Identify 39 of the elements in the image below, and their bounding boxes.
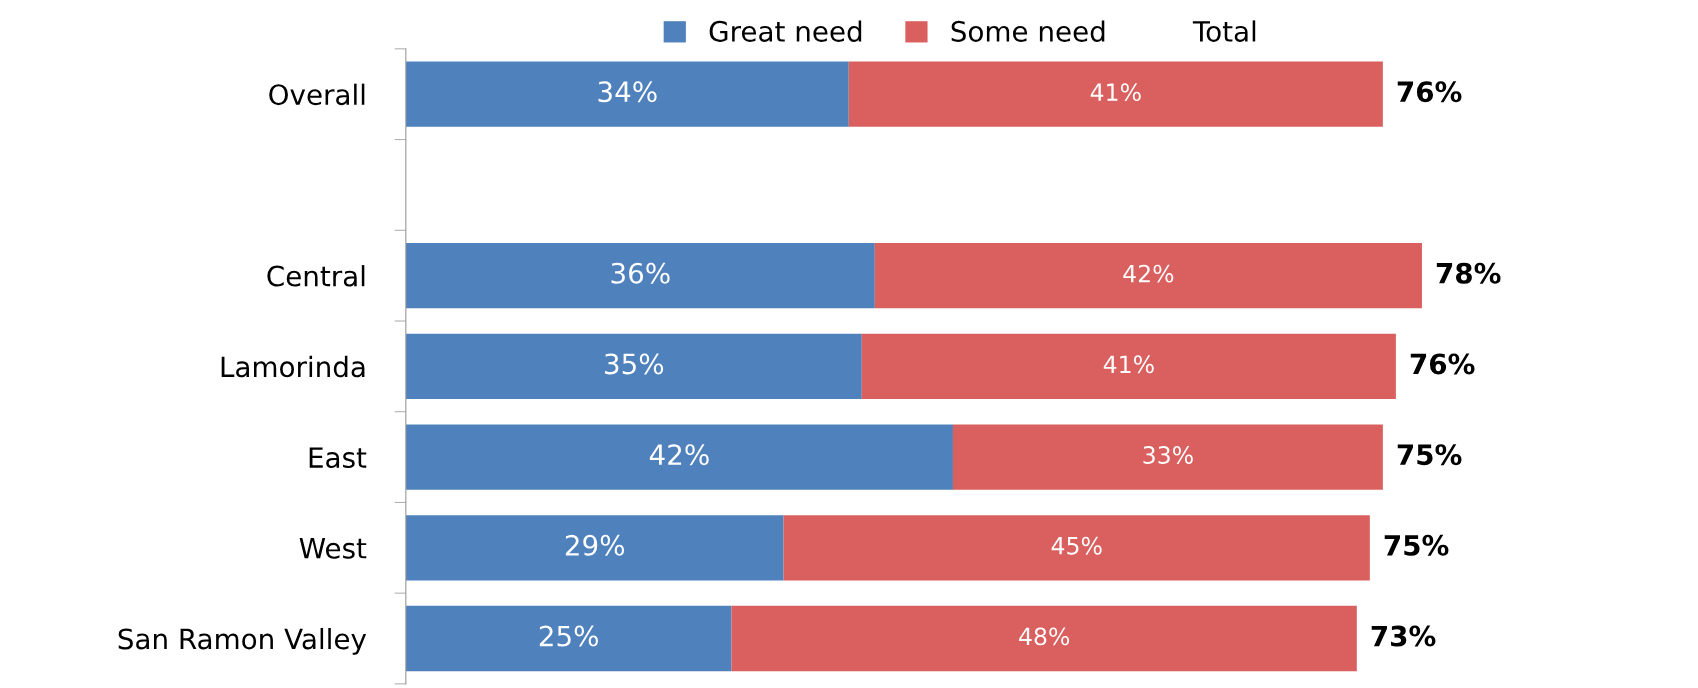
data-label: 33% xyxy=(1143,446,1193,464)
data-label: 41% xyxy=(1103,355,1154,374)
data-label: 41% xyxy=(1090,83,1141,102)
data-label: 29% xyxy=(565,534,625,556)
legend-label: Some need xyxy=(951,20,1105,42)
y-tick-label: Overall xyxy=(269,83,365,106)
data-label: 34% xyxy=(598,81,657,103)
legend-label: Great need xyxy=(709,20,862,42)
total-label: 78% xyxy=(1436,262,1501,284)
data-label: 35% xyxy=(605,353,664,375)
bar xyxy=(405,515,784,581)
y-tick-label: West xyxy=(299,538,367,559)
text: Total xyxy=(1192,20,1256,42)
data-label: 36% xyxy=(611,262,670,284)
bar xyxy=(405,61,849,127)
y-tick-label: San Ramon Valley xyxy=(118,627,367,655)
data-label: 42% xyxy=(649,444,709,466)
bar xyxy=(405,242,875,309)
data-label: 42% xyxy=(1123,264,1174,283)
total-label: 76% xyxy=(1410,353,1475,375)
data-label: 25% xyxy=(539,625,598,647)
data-label: 48% xyxy=(1019,627,1070,646)
y-tick-label: East xyxy=(309,447,367,469)
bar xyxy=(783,515,1370,581)
bar xyxy=(848,61,1383,127)
y-tick-label: Central xyxy=(267,265,365,287)
total-label: 75% xyxy=(1384,534,1449,556)
bar xyxy=(874,242,1422,309)
bar xyxy=(405,605,732,672)
total-label: 73% xyxy=(1371,625,1436,647)
bar xyxy=(731,605,1357,672)
bar xyxy=(952,424,1383,490)
bar xyxy=(861,333,1396,400)
y-tick-label: Lamorinda xyxy=(221,355,365,378)
total-label: 76% xyxy=(1397,81,1462,103)
bar xyxy=(405,333,862,400)
data-label: 45% xyxy=(1051,536,1102,555)
bar xyxy=(405,424,953,490)
total-label: 75% xyxy=(1397,444,1462,466)
